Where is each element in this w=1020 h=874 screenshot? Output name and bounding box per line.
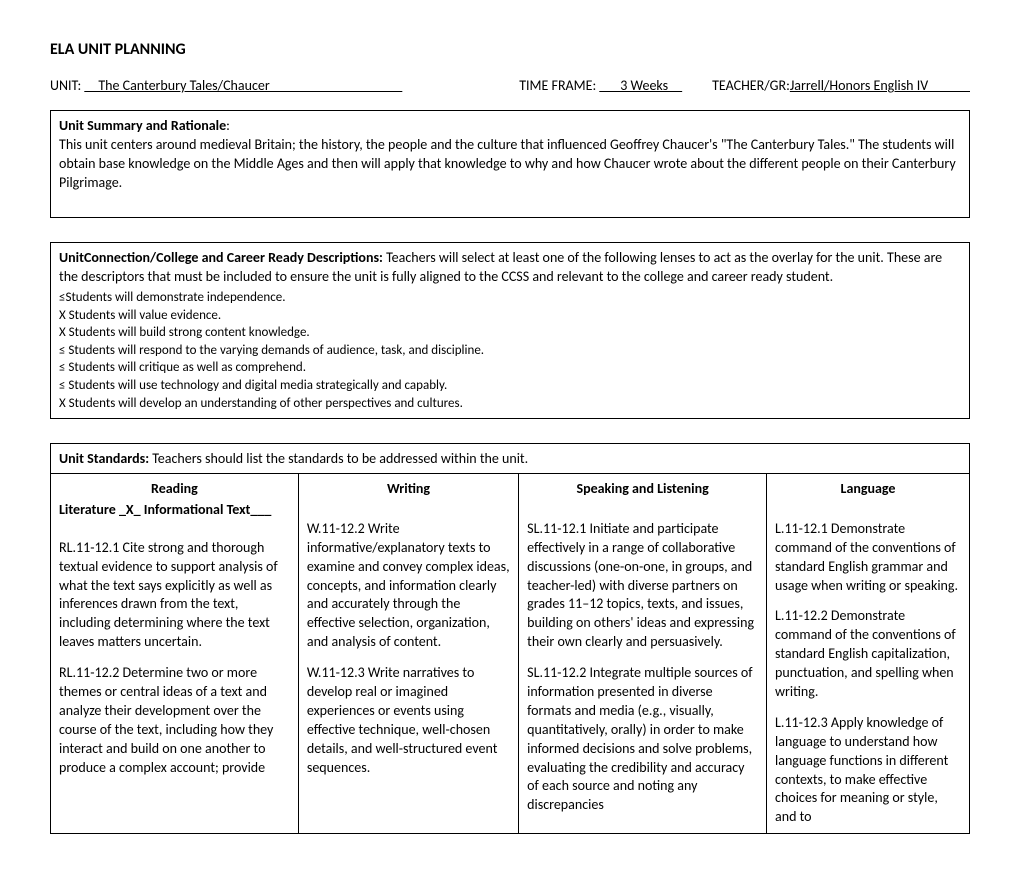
time-value: ___3 Weeks__: [599, 77, 682, 94]
descriptor-item: X Students will value evidence.: [59, 307, 961, 325]
page-title: ELA UNIT PLANNING: [50, 40, 970, 59]
descriptor-item: X Students will develop an understanding…: [59, 395, 961, 413]
language-p3: L.11-12.3 Apply knowledge of language to…: [775, 714, 961, 827]
descriptor-item: ≤ Students will respond to the varying d…: [59, 342, 961, 360]
standards-box: Unit Standards: Teachers should list the…: [50, 443, 970, 834]
teacher-label: TEACHER/GR:: [712, 77, 790, 94]
reading-p2: RL.11-12.2 Determine two or more themes …: [59, 664, 290, 777]
meta-row: UNIT: __The Canterbury Tales/Chaucer____…: [50, 77, 970, 94]
connection-box: UnitConnection/College and Career Ready …: [50, 242, 970, 419]
reading-title: Reading: [59, 480, 290, 499]
language-column: Language L.11-12.1 Demonstrate command o…: [767, 474, 969, 833]
language-p2: L.11-12.2 Demonstrate command of the con…: [775, 607, 961, 701]
writing-column: Writing W.11-12.2 Write informative/expl…: [299, 474, 519, 833]
standards-columns: Reading Literature _X_ Informational Tex…: [51, 474, 969, 833]
language-p1: L.11-12.1 Demonstrate command of the con…: [775, 520, 961, 596]
reading-p1: RL.11-12.1 Cite strong and thorough text…: [59, 539, 290, 652]
writing-title: Writing: [307, 480, 510, 499]
teacher-value: Jarrell/Honors English IV______: [790, 77, 970, 94]
writing-p1: W.11-12.2 Write informative/explanatory …: [307, 520, 510, 652]
standards-body: Teachers should list the standards to be…: [149, 450, 528, 467]
speaking-title: Speaking and Listening: [527, 480, 758, 499]
speaking-p1: SL.11-12.1 Initiate and participate effe…: [527, 520, 758, 652]
reading-subtitle: Literature _X_ Informational Text___: [59, 501, 290, 520]
descriptor-item: X Students will build strong content kno…: [59, 324, 961, 342]
writing-p2: W.11-12.3 Write narratives to develop re…: [307, 664, 510, 777]
unit-label: UNIT:: [50, 77, 84, 94]
connection-heading: UnitConnection/College and Career Ready …: [59, 249, 383, 266]
standards-heading: Unit Standards:: [59, 450, 149, 467]
summary-box: Unit Summary and Rationale: This unit ce…: [50, 110, 970, 218]
standards-header: Unit Standards: Teachers should list the…: [51, 444, 969, 474]
reading-column: Reading Literature _X_ Informational Tex…: [51, 474, 299, 833]
unit-value: __The Canterbury Tales/Chaucer__________…: [84, 77, 402, 94]
speaking-column: Speaking and Listening SL.11-12.1 Initia…: [519, 474, 767, 833]
summary-body: This unit centers around medieval Britai…: [59, 136, 956, 191]
language-title: Language: [775, 480, 961, 499]
speaking-p2: SL.11-12.2 Integrate multiple sources of…: [527, 664, 758, 815]
descriptor-list: ≤Students will demonstrate independence.…: [59, 289, 961, 412]
time-label: TIME FRAME:: [519, 77, 599, 94]
descriptor-item: ≤ Students will use technology and digit…: [59, 377, 961, 395]
summary-heading: Unit Summary and Rationale: [59, 117, 226, 134]
descriptor-item: ≤Students will demonstrate independence.: [59, 289, 961, 307]
descriptor-item: ≤ Students will critique as well as comp…: [59, 359, 961, 377]
